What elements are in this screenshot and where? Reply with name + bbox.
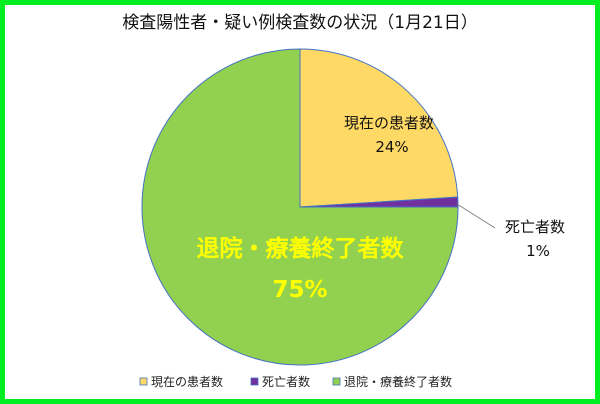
slice-label-name-deaths: 死亡者数	[505, 218, 565, 236]
slice-label-name-current: 現在の患者数	[344, 114, 434, 132]
slice-label-value-deaths: 1%	[526, 242, 550, 260]
legend-swatch-recovered	[332, 377, 341, 386]
slice-label-name-recovered: 退院・療養終了者数	[197, 235, 405, 262]
legend-swatch-current	[139, 377, 148, 386]
slice-label-value-current: 24%	[375, 138, 408, 156]
slice-label-value-recovered: 75%	[272, 277, 327, 303]
leader-line	[456, 203, 496, 229]
slice-current	[299, 48, 459, 208]
pie-slices	[141, 48, 459, 366]
legend-label-recovered: 退院・療養終了者数	[344, 374, 452, 389]
chart-title: 検査陽性者・疑い例検査数の状況（1月21日）	[122, 13, 477, 33]
slice-recovered	[141, 48, 459, 366]
legend-label-current: 現在の患者数	[151, 374, 223, 389]
legend-swatch-deaths	[250, 377, 259, 386]
legend-label-deaths: 死亡者数	[262, 374, 310, 389]
legend: 現在の患者数 死亡者数 退院・療養終了者数	[139, 374, 452, 389]
